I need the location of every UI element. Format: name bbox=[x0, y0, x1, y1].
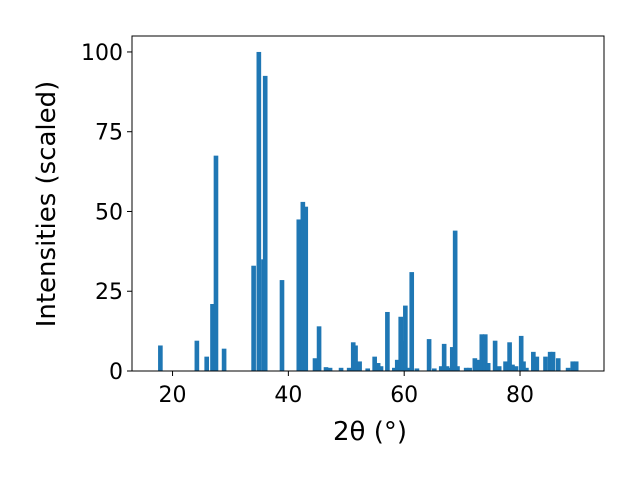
bar bbox=[547, 351, 553, 371]
bar bbox=[510, 364, 515, 371]
bar bbox=[455, 366, 460, 371]
bar bbox=[409, 272, 415, 371]
bar bbox=[398, 316, 404, 371]
y-tick-label: 25 bbox=[95, 280, 123, 305]
plot-frame bbox=[131, 35, 605, 372]
bar bbox=[550, 351, 556, 371]
bar bbox=[204, 356, 210, 371]
bar bbox=[521, 361, 526, 371]
bar bbox=[426, 339, 432, 371]
bar bbox=[513, 366, 519, 371]
bar bbox=[570, 361, 576, 371]
bar bbox=[312, 358, 318, 371]
bar bbox=[496, 366, 502, 371]
bar bbox=[476, 359, 482, 371]
bar bbox=[449, 347, 455, 371]
bar bbox=[565, 367, 571, 371]
bar bbox=[300, 201, 306, 371]
bar bbox=[375, 363, 381, 371]
bar bbox=[210, 304, 215, 371]
bar bbox=[365, 368, 371, 371]
bar bbox=[303, 206, 309, 371]
bar bbox=[432, 368, 437, 371]
bars-group bbox=[158, 51, 579, 371]
bar bbox=[507, 342, 512, 371]
x-tick-label: 40 bbox=[274, 383, 302, 408]
bar bbox=[403, 305, 408, 371]
bar bbox=[251, 265, 256, 371]
bar bbox=[262, 75, 268, 371]
x-tick-label: 80 bbox=[506, 383, 534, 408]
y-tick-label: 0 bbox=[109, 360, 123, 385]
bar bbox=[479, 334, 485, 371]
bar bbox=[485, 363, 491, 371]
bar bbox=[543, 356, 548, 371]
y-tick-label: 100 bbox=[81, 41, 123, 66]
x-tick-label: 20 bbox=[159, 383, 187, 408]
bar bbox=[400, 340, 406, 371]
bar bbox=[438, 366, 444, 371]
bar bbox=[573, 361, 579, 371]
x-axis-label: 2θ (°) bbox=[333, 417, 407, 447]
bar bbox=[394, 359, 400, 371]
bar bbox=[346, 367, 352, 371]
bar bbox=[316, 326, 322, 371]
bar bbox=[357, 361, 362, 371]
bar bbox=[446, 367, 452, 371]
bar bbox=[414, 368, 420, 371]
bar bbox=[534, 356, 540, 371]
bar bbox=[372, 356, 377, 371]
y-axis-ticks: 0 25 50 75 100 bbox=[81, 41, 132, 385]
bar bbox=[452, 230, 458, 371]
bar bbox=[338, 367, 344, 371]
bar bbox=[463, 367, 469, 371]
bar bbox=[385, 311, 390, 371]
bar bbox=[353, 345, 358, 371]
bar bbox=[296, 219, 302, 371]
bar bbox=[194, 340, 200, 371]
bar bbox=[524, 367, 529, 371]
bar bbox=[407, 367, 412, 371]
y-axis-label: Intensities (scaled) bbox=[32, 81, 62, 328]
bar bbox=[327, 367, 333, 371]
bar bbox=[482, 334, 488, 371]
y-tick-label: 50 bbox=[95, 200, 123, 225]
bar bbox=[279, 280, 285, 371]
bar bbox=[555, 358, 561, 371]
bar bbox=[392, 367, 397, 371]
bar bbox=[467, 367, 472, 371]
y-tick-label: 75 bbox=[95, 121, 123, 146]
bar bbox=[158, 345, 163, 371]
bar bbox=[503, 361, 508, 371]
bar bbox=[221, 348, 227, 371]
x-tick-label: 60 bbox=[390, 383, 418, 408]
x-axis-ticks: 20 40 60 80 bbox=[159, 371, 534, 408]
bar bbox=[472, 358, 478, 371]
bar bbox=[441, 343, 447, 371]
bar bbox=[531, 351, 536, 371]
bar bbox=[518, 335, 524, 371]
bar bbox=[378, 366, 384, 371]
bar bbox=[492, 340, 498, 371]
bar bbox=[256, 51, 262, 371]
bar bbox=[323, 367, 329, 371]
bar bbox=[213, 155, 219, 371]
